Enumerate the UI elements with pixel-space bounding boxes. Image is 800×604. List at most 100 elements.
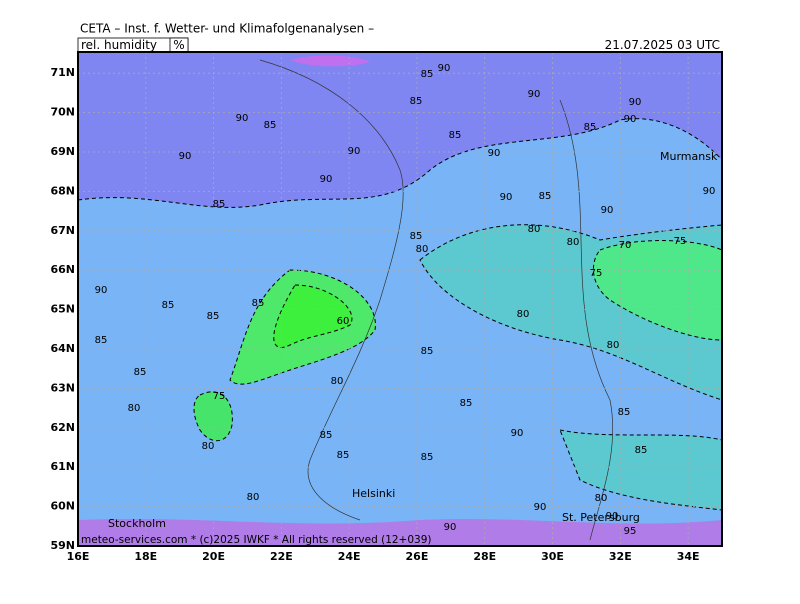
contour-label: 75: [213, 391, 226, 402]
map-field: [78, 52, 722, 546]
contour-label: 85: [449, 130, 462, 141]
valid-time: 21.07.2025 03 UTC: [605, 38, 720, 52]
contour-label: 90: [703, 186, 716, 197]
field-humid-70-east: [592, 240, 722, 341]
lat-tick-label: 63N: [50, 381, 75, 394]
contour-label: 85: [635, 445, 648, 456]
field-humid-60: [273, 284, 353, 348]
parameter-label: rel. humidity: [81, 38, 157, 52]
lon-tick-label: 24E: [338, 550, 361, 563]
lat-tick-label: 70N: [50, 106, 75, 119]
lon-tick-label: 16E: [67, 550, 90, 563]
axis-labels: 59N 60N 61N 62N 63N 64N 65N 66N 67N 68N 69N 70N 71N 1…: [50, 66, 699, 563]
lat-tick-label: 68N: [50, 184, 75, 197]
lat-tick-label: 66N: [50, 263, 75, 276]
contour-label: 85: [618, 407, 631, 418]
contour-label: 70: [619, 240, 632, 251]
lat-tick-label: 64N: [50, 342, 75, 355]
contour-label: 80: [331, 376, 344, 387]
field-humid-85: [78, 118, 722, 546]
contour-label: 85: [421, 346, 434, 357]
contour-label: 85: [95, 335, 108, 346]
contour-label: 80: [595, 493, 608, 504]
city-label: Stockholm: [108, 517, 166, 530]
contour-label: 85: [421, 452, 434, 463]
contour-label: 80: [247, 492, 260, 503]
contour-label: 90: [534, 502, 547, 513]
lat-tick-label: 62N: [50, 421, 75, 434]
footer: meteo-services.com * (c)2025 IWKF * All …: [81, 534, 432, 546]
contour-labels: 85 90 90 90 85 90 90 85 85 85 90 90 90 90 90 85 90 90 85 85…: [95, 63, 716, 537]
city-label: St. Petersburg: [562, 511, 640, 524]
contour-label: 90: [500, 192, 513, 203]
contour-label: 85: [320, 430, 333, 441]
contour-label: 85: [421, 69, 434, 80]
contour-label: 85: [264, 120, 277, 131]
field-humid-95: [78, 518, 722, 546]
contour-label: 85: [162, 300, 175, 311]
contour-label: 90: [601, 205, 614, 216]
contour-label: 85: [584, 122, 597, 133]
field-humid-80-south: [559, 429, 722, 511]
border: [559, 99, 613, 541]
contour-label: 90: [320, 174, 333, 185]
contour-label: 80: [607, 340, 620, 351]
lon-tick-label: 30E: [541, 550, 564, 563]
lat-tick-label: 65N: [50, 303, 75, 316]
city-label: Helsinki: [352, 487, 395, 500]
contour-label: 75: [590, 268, 603, 279]
contour-label: 80: [416, 244, 429, 255]
contour-label: 60: [337, 316, 350, 327]
lat-tick-label: 71N: [50, 66, 75, 79]
contour-label: 90: [629, 97, 642, 108]
lon-tick-label: 22E: [270, 550, 293, 563]
contour-label: 90: [606, 511, 619, 522]
header-title: CETA – Inst. f. Wetter- und Klimafolgena…: [80, 22, 374, 36]
contour-label: 85: [410, 96, 423, 107]
contour-label: 90: [95, 285, 108, 296]
contour-label: 85: [134, 367, 147, 378]
contour-label: 85: [410, 231, 423, 242]
contour-label: 90: [528, 89, 541, 100]
lat-tick-label: 67N: [50, 224, 75, 237]
lon-tick-label: 26E: [406, 550, 429, 563]
grid: [78, 52, 722, 546]
contour-label: 85: [207, 311, 220, 322]
contour-label: 90: [179, 151, 192, 162]
lon-tick-label: 18E: [134, 550, 157, 563]
lat-tick-label: 69N: [50, 145, 75, 158]
contour-label: 90: [444, 522, 457, 533]
lon-tick-label: 28E: [473, 550, 496, 563]
coastline: [259, 59, 404, 521]
unit-label: %: [173, 38, 184, 52]
contour-label: 85: [337, 450, 350, 461]
lat-tick-label: 61N: [50, 460, 75, 473]
contour-label: 80: [567, 237, 580, 248]
contour-label: 85: [213, 199, 226, 210]
contour-label: 90: [438, 63, 451, 74]
field-humid-70-west: [193, 391, 233, 442]
contour-label: 80: [128, 403, 141, 414]
map-frame: [77, 51, 723, 547]
contour-label: 80: [202, 441, 215, 452]
contour-label: 80: [517, 309, 530, 320]
contour-label: 90: [236, 113, 249, 124]
contour-label: 80: [528, 224, 541, 235]
city-label: Murmansk: [660, 150, 718, 163]
field-humid-95-north: [290, 55, 370, 67]
contour-label: 85: [539, 191, 552, 202]
contour-label: 90: [511, 428, 524, 439]
contour-label: 90: [488, 148, 501, 159]
contour-label: 90: [624, 114, 637, 125]
lon-tick-label: 34E: [677, 550, 700, 563]
lon-tick-label: 32E: [609, 550, 632, 563]
contour-label: 85: [460, 398, 473, 409]
contour-label: 90: [348, 146, 361, 157]
lon-tick-label: 20E: [202, 550, 225, 563]
contour-label: 85: [252, 298, 265, 309]
contour-label: 95: [624, 526, 637, 537]
lat-tick-label: 60N: [50, 500, 75, 513]
contour-label: 75: [674, 236, 687, 247]
lat-tick-label: 59N: [50, 539, 75, 552]
